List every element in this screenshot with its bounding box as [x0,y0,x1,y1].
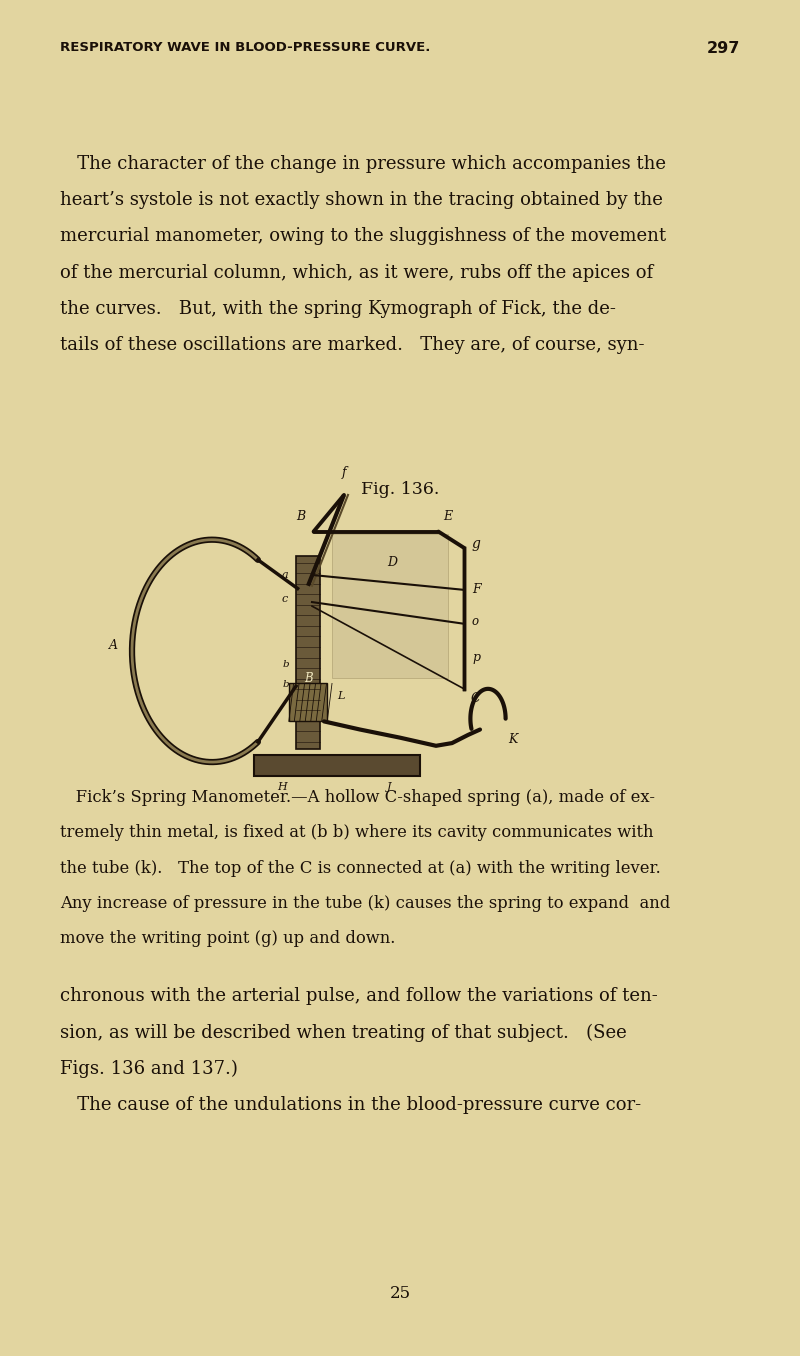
Text: B: B [305,671,313,685]
Text: p: p [472,651,480,664]
Text: L: L [338,690,345,701]
Text: heart’s systole is not exactly shown in the tracing obtained by the: heart’s systole is not exactly shown in … [60,191,663,209]
Text: move the writing point (g) up and down.: move the writing point (g) up and down. [60,930,395,948]
Bar [254,755,420,776]
Text: a: a [282,570,288,580]
Text: b: b [283,681,290,689]
Text: Fick’s Spring Manometer.—A hollow C-shaped spring (a), made of ex-: Fick’s Spring Manometer.—A hollow C-shap… [60,789,655,807]
Text: of the mercurial column, which, as it were, rubs off the apices of: of the mercurial column, which, as it we… [60,263,653,282]
Text: o: o [472,614,479,628]
Text: D: D [387,556,397,570]
Text: Any increase of pressure in the tube (k) causes the spring to expand  and: Any increase of pressure in the tube (k)… [60,895,670,913]
Text: The character of the change in pressure which accompanies the: The character of the change in pressure … [60,155,666,172]
Text: J: J [386,782,391,792]
Text: sion, as will be described when treating of that subject.   (See: sion, as will be described when treating… [60,1024,626,1041]
Text: b: b [283,660,290,669]
Text: 297: 297 [706,41,740,57]
Text: F: F [472,583,481,597]
Text: H: H [278,782,287,792]
Text: g: g [472,537,481,551]
Text: tremely thin metal, is fixed at (b b) where its cavity communicates with: tremely thin metal, is fixed at (b b) wh… [60,824,654,842]
Bar [296,556,320,749]
Text: f: f [342,465,346,479]
Text: 25: 25 [390,1285,410,1302]
Text: the curves.   But, with the spring Kymograph of Fick, the de-: the curves. But, with the spring Kymogra… [60,300,616,317]
Text: K: K [508,732,518,746]
Text: The cause of the undulations in the blood-pressure curve cor-: The cause of the undulations in the bloo… [60,1096,641,1115]
Text: B: B [297,510,306,523]
Text: C: C [470,692,480,705]
Text: c: c [282,594,288,605]
Text: chronous with the arterial pulse, and follow the variations of ten-: chronous with the arterial pulse, and fo… [60,987,658,1005]
Bar [289,683,327,721]
Text: the tube (k).   The top of the C is connected at (a) with the writing lever.: the tube (k). The top of the C is connec… [60,860,661,877]
Text: Figs. 136 and 137.): Figs. 136 and 137.) [60,1060,238,1078]
Text: tails of these oscillations are marked.   They are, of course, syn-: tails of these oscillations are marked. … [60,336,645,354]
Text: E: E [443,510,452,523]
Text: RESPIRATORY WAVE IN BLOOD-PRESSURE CURVE.: RESPIRATORY WAVE IN BLOOD-PRESSURE CURVE… [60,41,430,54]
Text: Fig. 136.: Fig. 136. [361,481,439,499]
Bar [332,534,448,678]
Text: mercurial manometer, owing to the sluggishness of the movement: mercurial manometer, owing to the sluggi… [60,228,666,245]
Text: A: A [109,639,118,652]
